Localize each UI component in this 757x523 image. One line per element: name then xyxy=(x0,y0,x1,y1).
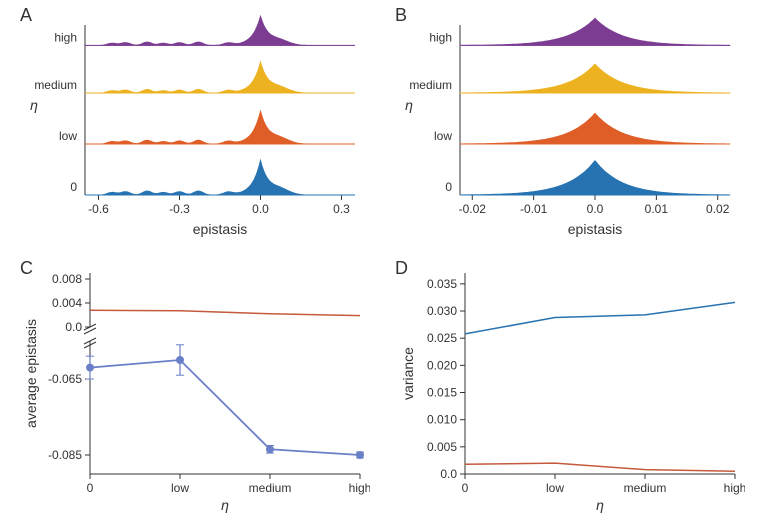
panel-a-label: A xyxy=(20,5,32,26)
svg-text:medium: medium xyxy=(624,481,667,495)
svg-text:0.0: 0.0 xyxy=(440,467,457,481)
svg-text:0.020: 0.020 xyxy=(427,358,457,372)
svg-text:η: η xyxy=(30,97,38,113)
panel-b-svg: -0.02 -0.01 0.0 0.01 0.02 epistasis 0 low medium… xyxy=(395,5,745,240)
svg-text:high: high xyxy=(429,30,452,44)
svg-text:-0.065: -0.065 xyxy=(48,372,82,386)
svg-text:0: 0 xyxy=(445,180,452,194)
svg-text:low: low xyxy=(546,481,564,495)
svg-text:medium: medium xyxy=(409,78,452,92)
figure-root: A -0.6 -0.3 0.0 0.3 epistasis 0 low medium high η… xyxy=(0,0,757,523)
svg-text:high: high xyxy=(349,481,370,495)
svg-text:0.0: 0.0 xyxy=(252,202,269,216)
panel-b-label: B xyxy=(395,5,407,26)
svg-text:0.01: 0.01 xyxy=(645,202,669,216)
svg-text:η: η xyxy=(405,97,413,113)
svg-text:0: 0 xyxy=(462,481,469,495)
svg-text:average epistasis: average epistasis xyxy=(23,319,39,428)
panel-d-svg: 0.0 0.005 0.010 0.015 0.020 0.025 0.030 0.035 0 l… xyxy=(395,258,745,514)
svg-text:-0.02: -0.02 xyxy=(459,202,487,216)
svg-text:high: high xyxy=(54,30,77,44)
svg-text:variance: variance xyxy=(400,347,416,400)
svg-text:0.010: 0.010 xyxy=(427,413,457,427)
svg-text:-0.085: -0.085 xyxy=(48,448,82,462)
svg-text:0.030: 0.030 xyxy=(427,304,457,318)
panel-d: D 0.0 0.005 0.010 0.015 0.020 0.025 0.030 0.035… xyxy=(395,258,745,514)
svg-text:epistasis: epistasis xyxy=(193,221,247,237)
svg-text:0.005: 0.005 xyxy=(427,440,457,454)
svg-text:medium: medium xyxy=(249,481,292,495)
panel-a: A -0.6 -0.3 0.0 0.3 epistasis 0 low medium high η xyxy=(20,5,370,240)
svg-text:0.0: 0.0 xyxy=(65,320,82,334)
svg-text:0.3: 0.3 xyxy=(333,202,350,216)
svg-text:0: 0 xyxy=(70,180,77,194)
svg-text:0.008: 0.008 xyxy=(52,272,82,286)
svg-text:-0.3: -0.3 xyxy=(169,202,190,216)
svg-text:0.035: 0.035 xyxy=(427,277,457,291)
svg-text:0: 0 xyxy=(87,481,94,495)
svg-text:η: η xyxy=(221,497,229,513)
panel-b: B -0.02 -0.01 0.0 0.01 0.02 epistasis 0 low medi… xyxy=(395,5,745,240)
panel-d-label: D xyxy=(395,258,408,279)
svg-text:-0.01: -0.01 xyxy=(520,202,548,216)
svg-text:high: high xyxy=(724,481,745,495)
svg-text:epistasis: epistasis xyxy=(568,221,622,237)
panel-c-svg: 0.0 0.004 0.008 -0.085 -0.065 0 low medium high η… xyxy=(20,258,370,514)
svg-text:-0.6: -0.6 xyxy=(88,202,109,216)
svg-text:low: low xyxy=(59,129,77,143)
panel-c: C 0.0 0.004 0.008 -0.085 -0.065 0 low medium hig… xyxy=(20,258,370,514)
svg-text:medium: medium xyxy=(34,78,77,92)
svg-text:0.015: 0.015 xyxy=(427,386,457,400)
svg-text:low: low xyxy=(171,481,189,495)
svg-text:low: low xyxy=(434,129,452,143)
panel-a-svg: -0.6 -0.3 0.0 0.3 epistasis 0 low medium high η xyxy=(20,5,370,240)
panel-c-label: C xyxy=(20,258,33,279)
svg-text:0.0: 0.0 xyxy=(587,202,604,216)
svg-text:0.02: 0.02 xyxy=(706,202,730,216)
svg-text:0.025: 0.025 xyxy=(427,331,457,345)
svg-text:0.004: 0.004 xyxy=(52,296,82,310)
svg-text:η: η xyxy=(596,497,604,513)
